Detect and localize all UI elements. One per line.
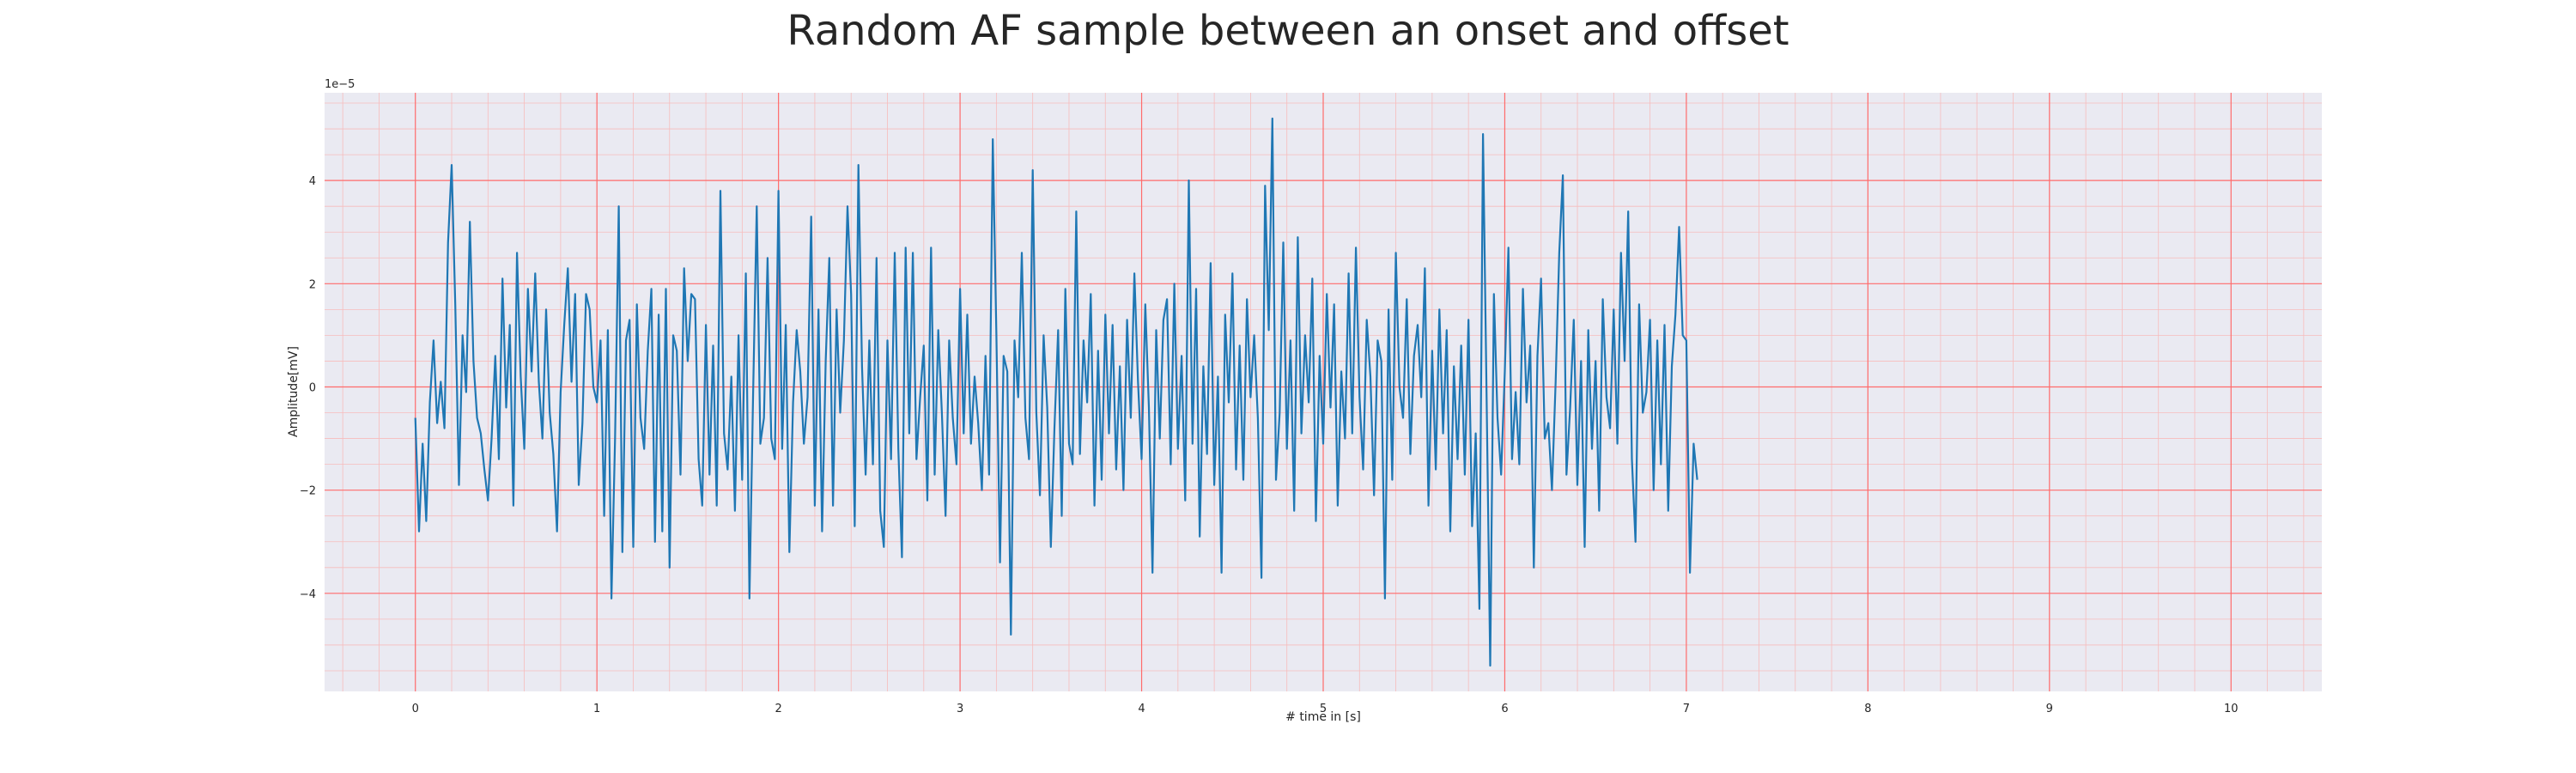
y-axis-label: Amplitude[mV] <box>287 346 301 437</box>
y-tick-label: 0 <box>309 381 316 394</box>
x-tick-label: 7 <box>1683 703 1690 715</box>
y-offset-label: 1e−5 <box>325 78 355 91</box>
chart-title: Random AF sample between an onset and of… <box>787 7 1789 55</box>
x-tick-label: 3 <box>957 703 963 715</box>
series-line <box>414 117 1698 667</box>
x-tick-label: 5 <box>1320 703 1327 715</box>
x-tick-label: 10 <box>2224 703 2239 715</box>
x-axis-label: # time in [s] <box>1285 710 1361 724</box>
x-tick-label: 0 <box>412 703 419 715</box>
x-tick-label: 8 <box>1864 703 1871 715</box>
y-tick-label: 4 <box>309 175 316 188</box>
x-tick-label: 2 <box>775 703 781 715</box>
x-tick-label: 6 <box>1501 703 1508 715</box>
y-tick-label: −4 <box>300 588 316 601</box>
y-tick-labels: −4 −2 0 2 4 <box>300 175 316 601</box>
y-tick-label: −2 <box>300 485 316 498</box>
y-tick-label: 2 <box>309 278 316 291</box>
x-tick-labels: 0 1 2 3 4 5 6 7 8 9 10 <box>412 703 2239 715</box>
x-tick-label: 1 <box>593 703 600 715</box>
x-tick-label: 9 <box>2046 703 2053 715</box>
x-tick-label: 4 <box>1138 703 1145 715</box>
